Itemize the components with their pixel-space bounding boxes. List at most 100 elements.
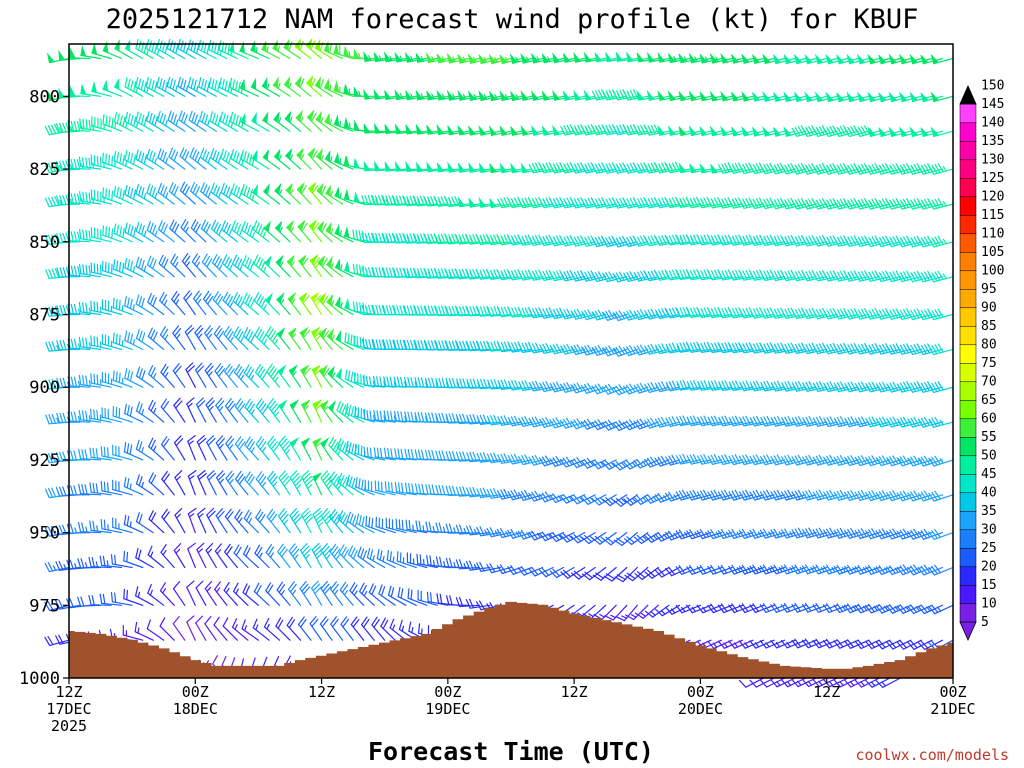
wind-barb <box>323 78 344 97</box>
wind-barb <box>69 85 91 97</box>
wind-barb <box>157 148 175 170</box>
wind-barb <box>311 326 323 350</box>
wind-barb <box>278 470 291 496</box>
wind-barb <box>371 616 386 641</box>
wind-barb <box>78 302 102 316</box>
colorbar-swatch <box>959 233 977 253</box>
wind-barb <box>210 182 228 205</box>
wind-barb <box>80 44 102 60</box>
wind-barb <box>187 470 197 496</box>
wind-barb <box>113 185 133 205</box>
wind-barb <box>594 52 617 63</box>
wind-barb <box>250 77 270 97</box>
wind-barb <box>274 182 291 205</box>
wind-barb <box>383 447 407 461</box>
wind-barb <box>234 436 249 461</box>
wind-barb <box>276 326 291 350</box>
colorbar-tick-label: 105 <box>981 245 1004 260</box>
wind-barb <box>214 581 228 606</box>
wind-barb <box>213 616 228 641</box>
wind-barb <box>317 255 333 278</box>
wind-barb <box>780 639 807 649</box>
wind-barb <box>157 220 175 243</box>
wind-barb <box>696 604 723 614</box>
wind-barb <box>394 51 417 63</box>
wind-barb <box>581 309 607 321</box>
wind-barb <box>66 485 91 496</box>
wind-barb <box>135 586 154 606</box>
wind-barb <box>240 113 259 132</box>
wind-barb <box>496 527 523 539</box>
wind-barb <box>665 530 691 541</box>
plot-frame <box>68 43 954 679</box>
wind-barb <box>930 126 954 137</box>
wind-barb <box>759 603 786 614</box>
wind-barb <box>135 439 154 461</box>
colorbar-swatch <box>959 455 977 475</box>
wind-barb <box>145 76 165 97</box>
wind-barb <box>320 470 334 496</box>
wind-barb <box>273 111 291 132</box>
wind-barb <box>193 290 207 316</box>
wind-barb <box>223 581 238 606</box>
wind-barb <box>580 382 607 394</box>
wind-barb <box>759 564 786 575</box>
wind-barb <box>318 327 333 350</box>
wind-barb <box>581 494 607 505</box>
wind-barb <box>780 564 807 575</box>
wind-barb <box>234 470 249 496</box>
wind-barb <box>101 371 123 388</box>
colorbar-swatch <box>959 418 977 438</box>
wind-barb <box>135 401 154 423</box>
colorbar: 5 10 15 20 25 30 35 40 45 50 55 60 65 70 75 80 85 90 95 100… <box>959 79 1004 641</box>
wind-barb <box>928 343 954 356</box>
wind-barb <box>335 329 354 350</box>
wind-barb <box>148 472 165 496</box>
wind-barb <box>314 38 333 60</box>
wind-barb <box>172 580 186 606</box>
wind-barb <box>612 384 638 396</box>
wind-barb <box>335 368 354 388</box>
wind-barb <box>91 42 112 60</box>
wind-barb <box>273 149 291 170</box>
wind-barb <box>201 253 217 278</box>
wind-barb <box>200 219 217 243</box>
wind-barb <box>180 218 196 243</box>
wind-barb <box>844 490 870 501</box>
wind-barb <box>559 417 586 429</box>
wind-barb <box>773 127 796 137</box>
wind-barb <box>325 221 344 243</box>
wind-barb <box>251 111 270 132</box>
wind-barb <box>170 253 186 278</box>
wind-barb <box>509 53 533 64</box>
wind-barb <box>707 529 733 540</box>
wind-barb <box>316 182 333 205</box>
colorbar-swatch <box>959 307 977 327</box>
wind-barb <box>896 639 923 650</box>
wind-barb <box>233 326 249 350</box>
wind-barb <box>907 528 933 540</box>
wind-barb <box>244 471 259 496</box>
wind-barb <box>298 616 312 641</box>
wind-barb <box>252 183 270 205</box>
wind-barb <box>219 111 238 132</box>
colorbar-min-arrow <box>959 621 977 641</box>
wind-barb <box>780 602 807 613</box>
wind-barb <box>67 338 91 350</box>
chart-title: 2025121712 NAM forecast wind profile (kt… <box>106 4 919 35</box>
wind-barb <box>174 508 186 534</box>
wind-barb <box>350 616 365 641</box>
wind-barb <box>549 493 575 503</box>
wind-barb <box>215 435 228 461</box>
wind-barb <box>654 492 681 503</box>
colorbar-swatch <box>959 122 977 142</box>
wind-barb <box>102 152 123 170</box>
wind-barb <box>396 551 417 569</box>
wind-barb <box>384 90 407 101</box>
wind-barb <box>186 615 196 641</box>
wind-barb <box>928 604 954 615</box>
y-tick-label: 925 <box>29 451 60 471</box>
wind-barb <box>394 160 417 172</box>
wind-barb <box>135 474 154 496</box>
wind-barb <box>189 147 207 170</box>
